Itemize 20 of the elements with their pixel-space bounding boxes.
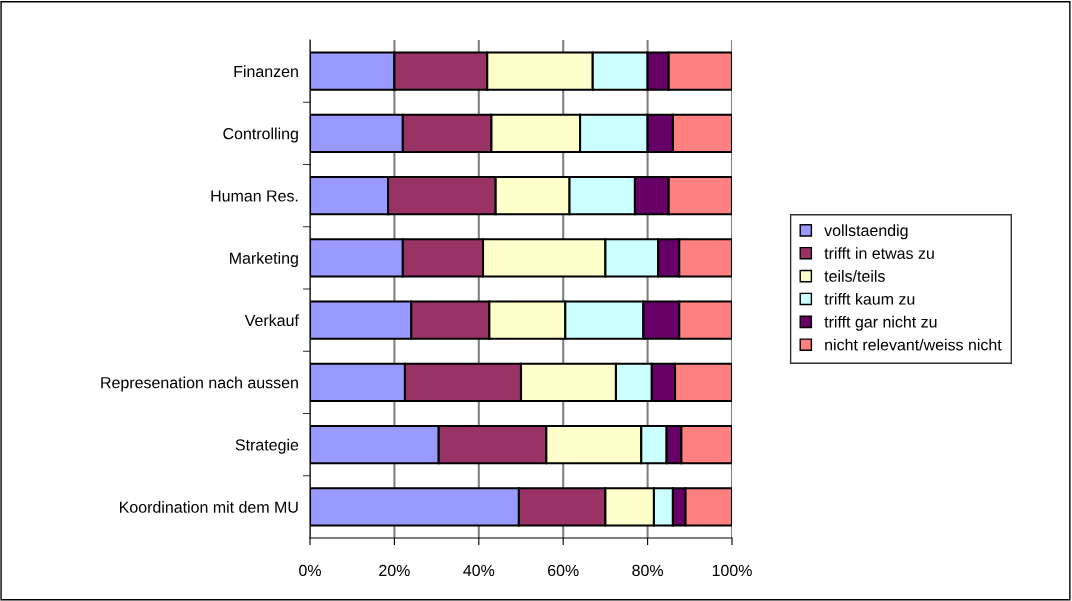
y-tick-label: Represenation nach aussen (101, 376, 298, 392)
x-tick-label: 60% (548, 564, 579, 577)
x-tick-label: 0% (299, 564, 321, 577)
legend-label: trifft kaum zu (824, 292, 915, 305)
legend-label: trifft in etwas zu (824, 247, 934, 259)
x-tick-label: 100% (712, 564, 752, 577)
legend-label: nicht relevant/weiss nicht (825, 338, 1002, 351)
y-tick-label: Marketing (230, 252, 298, 267)
x-tick-label: 80% (632, 564, 664, 577)
legend-label: trifft gar nicht zu (824, 315, 937, 331)
y-tick-label: Koordination mit dem MU (120, 501, 298, 513)
x-tick-label: 40% (463, 564, 495, 577)
legend-label: vollstaendig (824, 224, 908, 240)
y-tick-label: Strategie (235, 438, 299, 454)
y-tick-label: Controlling (223, 127, 298, 143)
y-tick-label: Human Res. (211, 190, 298, 202)
y-tick-label: Finanzen (234, 65, 298, 78)
legend-label: teils/teils (824, 270, 885, 282)
x-tick-label: 20% (379, 564, 410, 577)
y-tick-label: Verkauf (244, 314, 299, 327)
